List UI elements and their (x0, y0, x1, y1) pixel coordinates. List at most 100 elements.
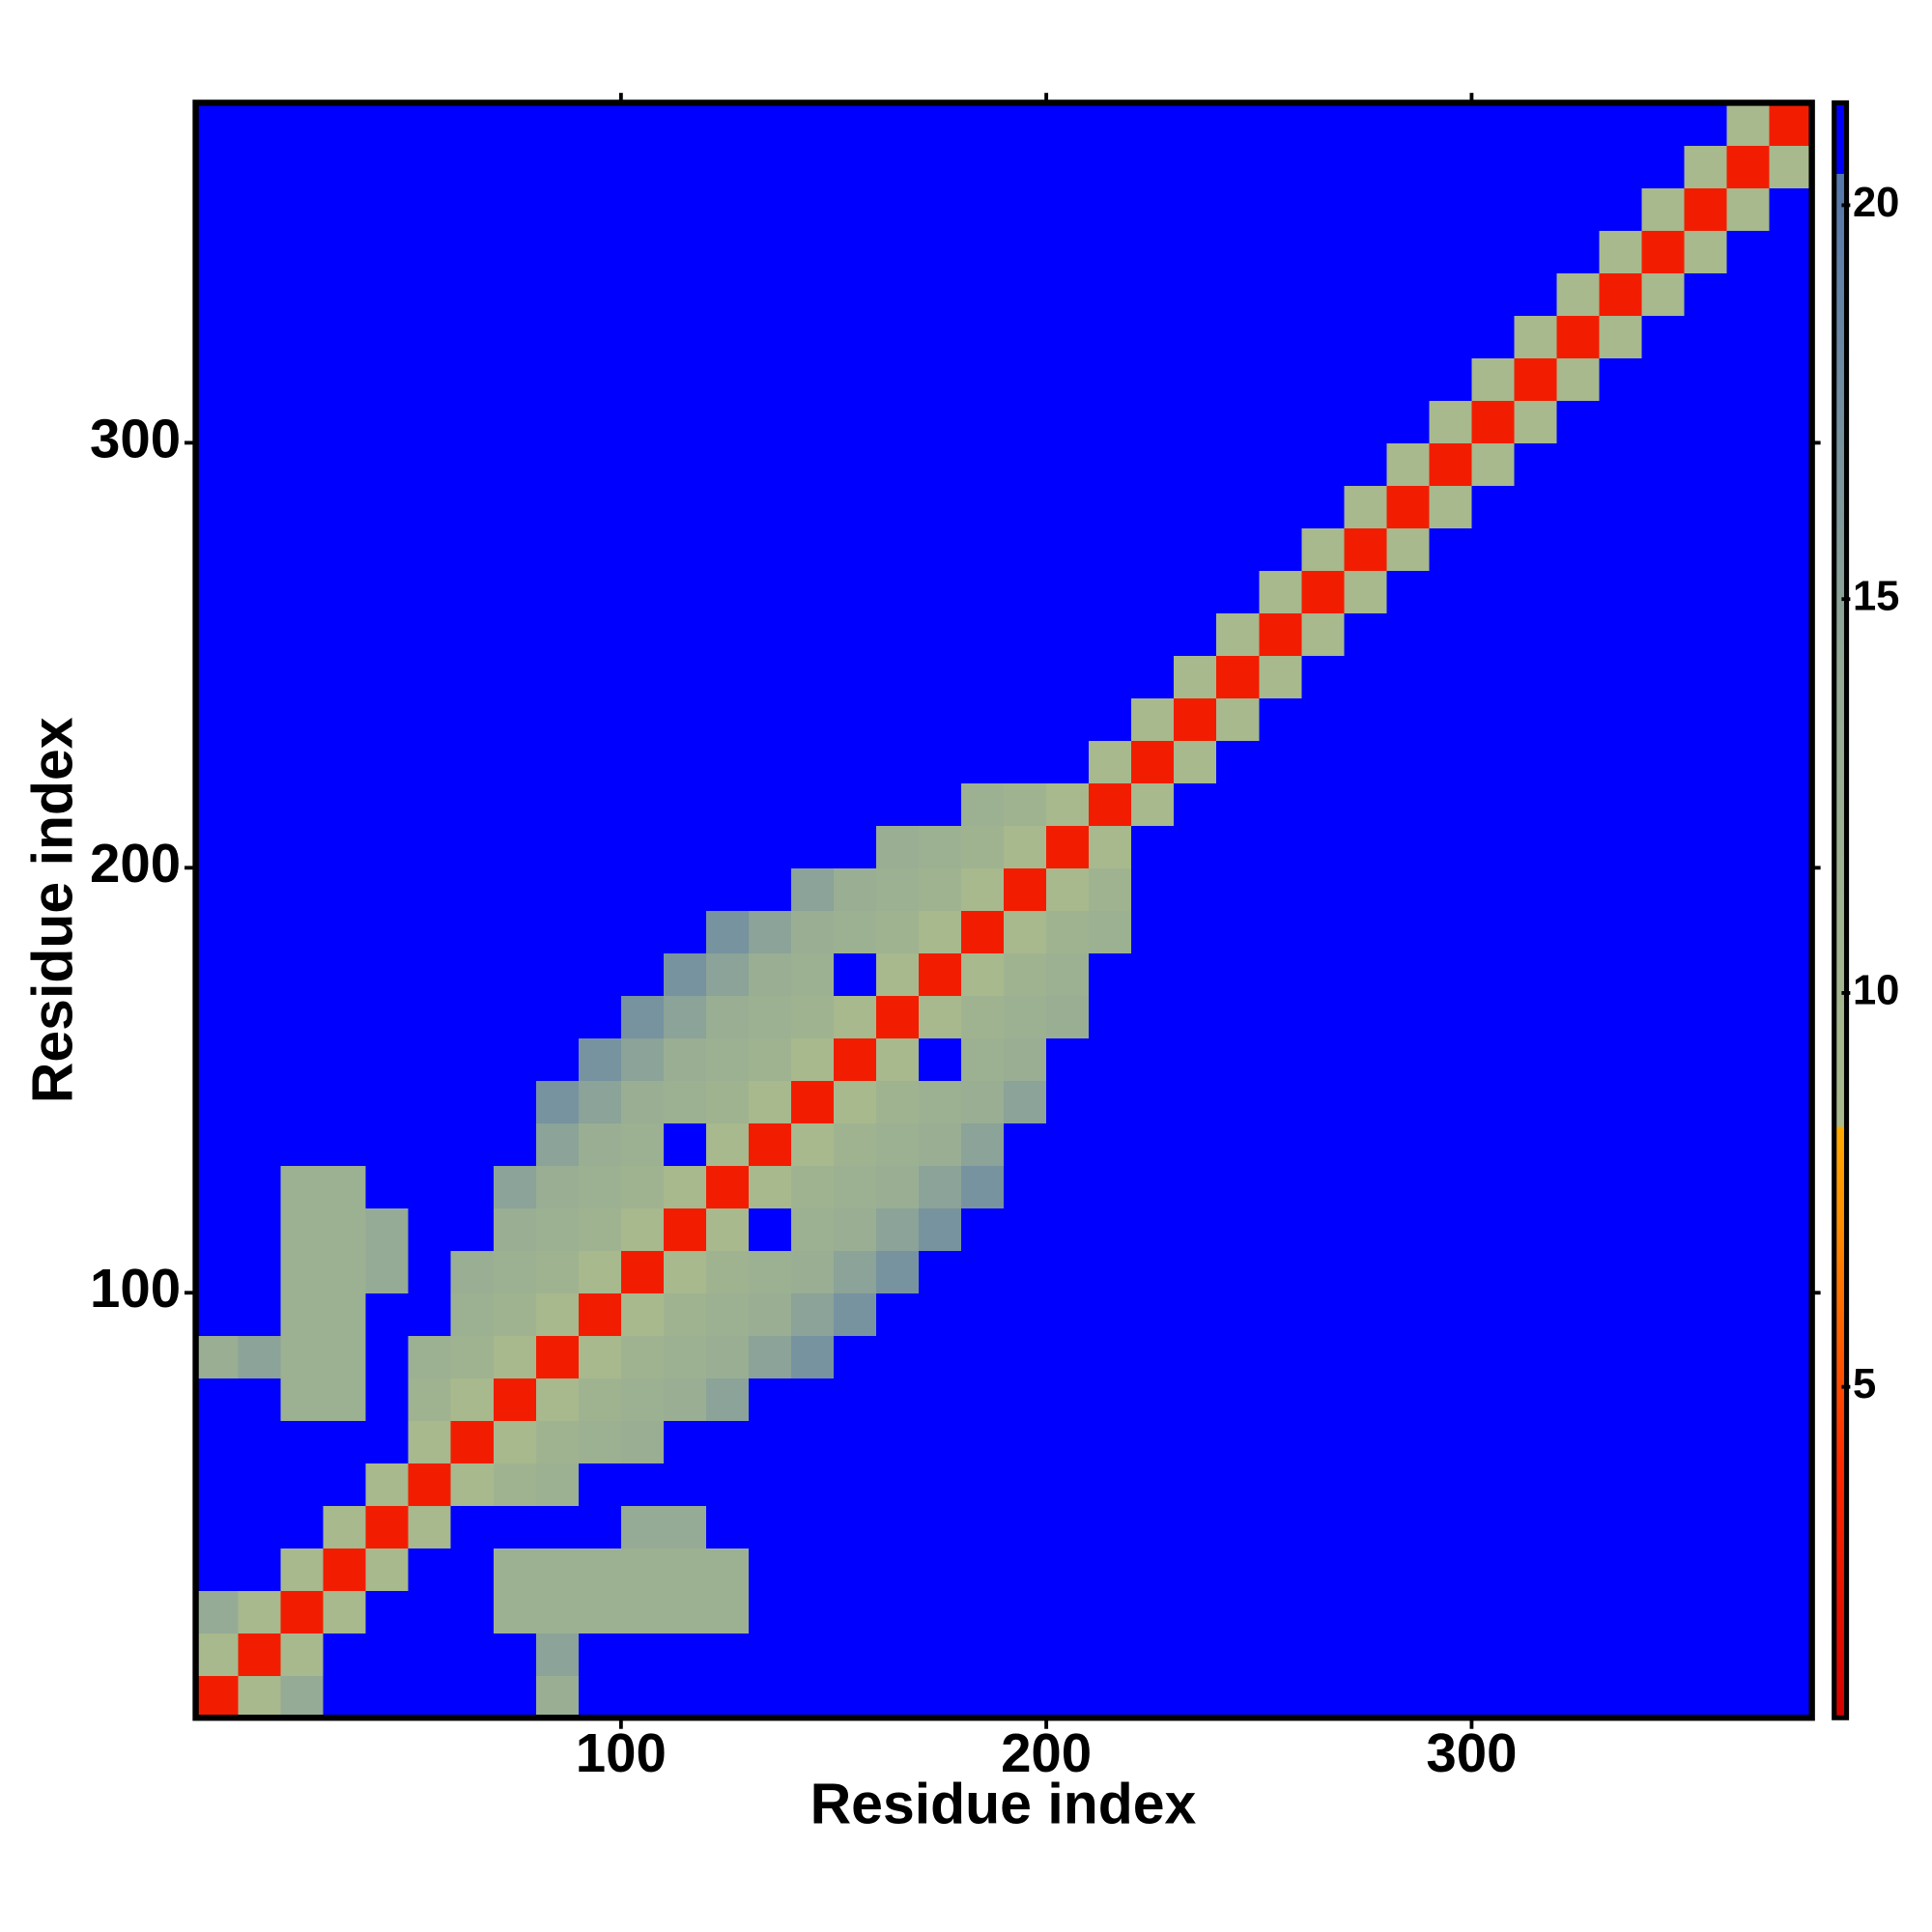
heatmap-cell (1301, 357, 1346, 402)
heatmap-cell (1216, 782, 1261, 827)
heatmap-cell (1131, 1122, 1175, 1167)
heatmap-cell (323, 1208, 367, 1252)
heatmap-cell (1471, 315, 1516, 359)
heatmap-cell (876, 102, 920, 147)
heatmap-cell (323, 1633, 367, 1676)
heatmap-cell (1089, 1463, 1132, 1507)
heatmap-cell (408, 400, 452, 444)
heatmap-cell (1769, 1122, 1813, 1167)
heatmap-cell (578, 145, 622, 189)
heatmap-cell (1386, 1590, 1431, 1634)
heatmap-cell (961, 1208, 1005, 1252)
heatmap-cell (535, 655, 580, 699)
heatmap-cell (1344, 145, 1388, 189)
heatmap-cell (876, 1250, 920, 1294)
heatmap-cell (876, 1208, 920, 1252)
heatmap-cell (1386, 1250, 1431, 1294)
heatmap-cell (365, 1675, 410, 1719)
heatmap-cell (1726, 1335, 1771, 1379)
heatmap-cell (1471, 1165, 1516, 1209)
heatmap-cell (1004, 1080, 1047, 1124)
heatmap-cell (1386, 740, 1431, 784)
heatmap-cell (535, 1335, 580, 1379)
heatmap-cell (620, 1335, 665, 1379)
heatmap-cell (1004, 357, 1047, 402)
heatmap-cell (1514, 740, 1558, 784)
heatmap-cell (1344, 1548, 1388, 1591)
heatmap-cell (1599, 1250, 1643, 1294)
heatmap-cell (1089, 952, 1132, 997)
heatmap-cell (1769, 400, 1813, 444)
heatmap-cell (323, 655, 367, 699)
heatmap-cell (1131, 867, 1175, 912)
heatmap-cell (280, 442, 325, 487)
heatmap-cell (1726, 272, 1771, 317)
heatmap-cell (705, 102, 750, 147)
heatmap-cell (1174, 612, 1218, 657)
heatmap-cell (1131, 825, 1175, 869)
heatmap-cell (705, 1463, 750, 1507)
heatmap-cell (1344, 910, 1388, 954)
heatmap-cell (1131, 1080, 1175, 1124)
heatmap-cell (919, 1633, 962, 1676)
heatmap-cell (748, 1122, 792, 1167)
heatmap-cell (1599, 740, 1643, 784)
heatmap-cell (748, 697, 792, 742)
heatmap-cell (408, 1548, 452, 1591)
heatmap-cell (1641, 442, 1686, 487)
heatmap-cell (195, 527, 240, 572)
heatmap-cell (833, 655, 877, 699)
heatmap-cell (790, 1122, 835, 1167)
heatmap-cell (578, 1633, 622, 1676)
heatmap-cell (1386, 1080, 1431, 1124)
heatmap-cell (195, 1463, 240, 1507)
heatmap-cell (833, 1250, 877, 1294)
heatmap-cell (1216, 952, 1261, 997)
heatmap-cell (705, 867, 750, 912)
heatmap-cell (876, 1293, 920, 1337)
heatmap-cell (365, 910, 410, 954)
heatmap-cell (1556, 697, 1601, 742)
heatmap-cell (961, 145, 1005, 189)
heatmap-cell (1599, 995, 1643, 1039)
heatmap-cell (1471, 1250, 1516, 1294)
heatmap-cell (323, 1378, 367, 1422)
heatmap-cell (365, 1122, 410, 1167)
heatmap-cell (450, 1420, 495, 1464)
heatmap-cell (535, 485, 580, 529)
heatmap-cell (1386, 612, 1431, 657)
heatmap-cell (1769, 1463, 1813, 1507)
heatmap-cell (1174, 527, 1218, 572)
heatmap-cell (1599, 230, 1643, 274)
heatmap-cell (1004, 102, 1047, 147)
heatmap-cell (1259, 1335, 1303, 1379)
heatmap-cell (535, 1590, 580, 1634)
heatmap-cell (1046, 1590, 1090, 1634)
heatmap-cell (790, 145, 835, 189)
heatmap-cell (1514, 612, 1558, 657)
heatmap-cell (1386, 1420, 1431, 1464)
heatmap-cell (323, 1463, 367, 1507)
heatmap-cell (238, 1080, 282, 1124)
heatmap-cell (748, 655, 792, 699)
heatmap-cell (1301, 1080, 1346, 1124)
heatmap-cell (1259, 867, 1303, 912)
heatmap-cell (663, 1548, 707, 1591)
heatmap-cell (1386, 1675, 1431, 1719)
heatmap-cell (620, 1122, 665, 1167)
heatmap-cell (1514, 230, 1558, 274)
heatmap-cell (1514, 315, 1558, 359)
heatmap-cell (1429, 1335, 1473, 1379)
heatmap-cell (1726, 1420, 1771, 1464)
heatmap-cell (1174, 1505, 1218, 1548)
heatmap-cell (535, 1378, 580, 1422)
heatmap-cell (1514, 1208, 1558, 1252)
heatmap-cell (1131, 1037, 1175, 1082)
heatmap-cell (876, 1590, 920, 1634)
heatmap-cell (1684, 230, 1728, 274)
heatmap-cell (1174, 102, 1218, 147)
heatmap-cell (1301, 400, 1346, 444)
heatmap-cell (919, 187, 962, 232)
heatmap-cell (1471, 187, 1516, 232)
heatmap-cell (493, 1633, 537, 1676)
